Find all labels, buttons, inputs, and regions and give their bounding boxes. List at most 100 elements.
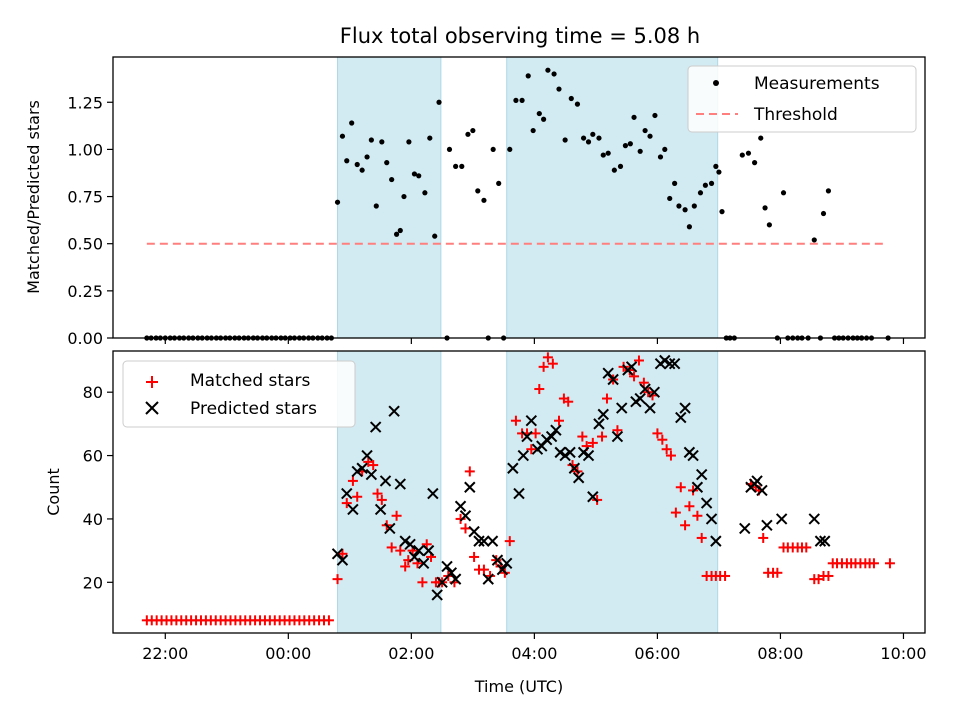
matched-star-point (417, 577, 428, 588)
measurement-point (519, 97, 525, 103)
measurement-point (354, 161, 360, 168)
matched-star-point (460, 523, 471, 534)
top-legend-box (687, 65, 917, 133)
measurement-point (422, 190, 428, 196)
measurement-point (708, 180, 715, 186)
matched-star-point (553, 415, 564, 426)
predicted-star-point (491, 554, 504, 566)
predicted-star-point (517, 449, 530, 462)
matched-star-point (758, 532, 769, 543)
measurement-point (436, 99, 442, 105)
predicted-star-point (756, 484, 768, 497)
matched-star-point (400, 561, 411, 572)
predicted-star-point (408, 551, 421, 563)
bottom-y-tick-label: 80 (83, 383, 103, 402)
matched-star-point (530, 428, 541, 439)
measurement-point (825, 188, 832, 194)
matched-star-point (670, 507, 681, 518)
top-y-tick-label: 0.25 (67, 282, 103, 301)
measurement-point (766, 222, 772, 228)
measurement-point (344, 158, 350, 164)
measurement-point (556, 86, 562, 92)
predicted-star-point (625, 361, 638, 373)
measurement-point (373, 203, 379, 209)
matched-star-point (661, 444, 672, 455)
predicted-star-point (587, 491, 599, 503)
measurement-point (758, 135, 764, 141)
measurement-point (574, 101, 581, 107)
top-x-ticks (164, 338, 905, 344)
top-y-tick-label: 0.50 (67, 235, 103, 254)
predicted-star-point (687, 449, 699, 462)
measurement-point (590, 131, 596, 137)
predicted-star-point (808, 513, 820, 525)
measurement-point (622, 143, 629, 149)
measurement-point (490, 146, 496, 153)
predicted-star-point (536, 440, 548, 452)
matched-star-point (587, 437, 598, 448)
legend-threshold-label: Threshold (753, 105, 838, 125)
measurement-point (596, 135, 602, 141)
predicted-star-point (700, 497, 713, 509)
bottom-y-tick-label: 40 (83, 510, 103, 529)
measurement-point (611, 167, 617, 173)
top-shaded-interval-0 (337, 56, 442, 339)
measurement-point (393, 231, 400, 237)
x-tick-label: 02:00 (388, 644, 434, 663)
predicted-star-point (668, 357, 681, 370)
predicted-star-point (356, 462, 368, 474)
predicted-star-point (616, 402, 628, 414)
predicted-star-point (496, 563, 509, 576)
matched-star-point (376, 494, 387, 505)
measurement-point (411, 171, 418, 177)
measurement-point (676, 203, 682, 209)
x-tick-label: 10:00 (880, 644, 926, 663)
measurement-point (551, 71, 557, 77)
predicted-star-point (361, 449, 373, 462)
matched-star-point (464, 466, 475, 477)
matched-star-point (638, 377, 649, 388)
bottom-axes-frame (112, 350, 926, 634)
measurement-point (446, 146, 453, 153)
predicted-star-point (540, 434, 553, 446)
predicted-star-point (639, 383, 651, 395)
predicted-star-point (473, 535, 485, 547)
matched-star-point (538, 361, 549, 372)
predicted-star-point (568, 462, 581, 474)
x-tick-label: 08:00 (757, 644, 803, 663)
matched-star-point (657, 434, 668, 445)
matched-star-point (601, 393, 612, 404)
x-axis-label: Time (UTC) (474, 677, 563, 696)
matched-star-point (332, 574, 343, 585)
predicted-star-point (705, 513, 718, 525)
predicted-star-point (404, 538, 416, 550)
matched-star-point (692, 510, 703, 521)
top-y-tick-label: 1.25 (67, 93, 103, 112)
matched-star-point (395, 545, 406, 556)
matched-star-point (675, 482, 686, 493)
measurement-point (459, 163, 465, 169)
measurement-point (752, 160, 758, 166)
top-legend: Measurements Threshold (687, 65, 917, 133)
predicted-star-point (365, 468, 378, 481)
legend-measurements-label: Measurements (754, 74, 880, 94)
measurement-point (627, 141, 633, 147)
matched-star-point (455, 513, 466, 524)
legend-predicted-label: Predicted stars (190, 399, 317, 419)
matched-star-point (386, 542, 397, 553)
measurement-point (389, 176, 395, 183)
top-y-tick-label: 1.00 (67, 140, 103, 159)
measurement-point (600, 152, 606, 158)
predicted-star-point (486, 535, 499, 547)
predicted-star-point (369, 421, 382, 433)
predicted-star-point (384, 522, 396, 535)
legend-matched-label: Matched stars (190, 371, 310, 391)
predicted-star-point (819, 535, 831, 547)
matched-star-point (534, 384, 545, 395)
measurement-point (349, 120, 355, 126)
matched-star-point (612, 425, 623, 436)
predicted-star-point (545, 430, 558, 443)
predicted-star-point (602, 367, 614, 379)
matched-star-point (633, 355, 644, 366)
